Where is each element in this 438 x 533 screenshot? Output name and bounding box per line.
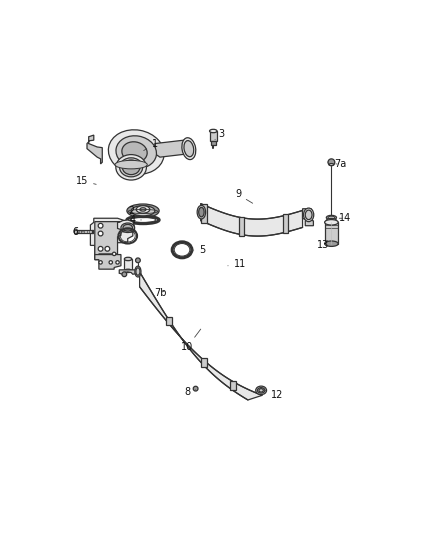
Polygon shape [90,218,133,259]
Circle shape [113,252,116,256]
Circle shape [99,261,102,264]
Text: 5: 5 [190,246,205,255]
Circle shape [98,223,103,228]
Text: 10: 10 [181,329,201,352]
Bar [211,141,215,144]
Ellipse shape [326,215,336,220]
Ellipse shape [304,208,314,222]
Text: 6: 6 [72,227,84,237]
Bar [166,317,172,326]
Text: 13: 13 [317,240,329,251]
Circle shape [135,258,140,263]
Ellipse shape [120,158,143,177]
Ellipse shape [136,268,140,275]
Polygon shape [201,204,303,236]
Ellipse shape [259,389,263,392]
Ellipse shape [124,257,132,261]
Bar [124,259,132,271]
Polygon shape [119,270,138,274]
Ellipse shape [136,206,150,213]
Circle shape [98,231,103,236]
Circle shape [328,159,335,166]
Ellipse shape [74,229,78,234]
Circle shape [105,246,110,251]
Ellipse shape [199,207,204,217]
Ellipse shape [116,136,156,168]
Text: 3: 3 [215,130,224,140]
Circle shape [116,261,119,264]
Polygon shape [155,140,194,157]
Ellipse shape [122,160,140,175]
Text: 12: 12 [265,390,283,400]
Ellipse shape [328,161,335,164]
Ellipse shape [325,220,338,225]
Text: 2: 2 [128,206,141,216]
Polygon shape [95,222,121,260]
Bar [209,131,217,141]
Bar [76,230,93,232]
Bar [201,204,207,223]
Ellipse shape [209,130,217,133]
Ellipse shape [135,266,141,277]
Ellipse shape [325,241,338,246]
Ellipse shape [305,210,312,220]
Ellipse shape [329,164,334,166]
Text: 7b: 7b [154,288,166,298]
Polygon shape [305,220,314,225]
Polygon shape [140,272,262,400]
Ellipse shape [256,386,267,394]
Text: 15: 15 [76,176,96,186]
Circle shape [109,261,113,264]
Polygon shape [95,255,121,269]
Ellipse shape [121,223,134,232]
Bar [92,230,93,232]
Text: 14: 14 [339,213,351,223]
Ellipse shape [127,204,159,217]
Ellipse shape [115,160,147,169]
Circle shape [122,272,127,277]
Polygon shape [87,135,102,164]
Text: 11: 11 [228,259,246,269]
Text: 4: 4 [129,215,141,225]
Polygon shape [303,209,313,221]
Ellipse shape [116,155,146,180]
Ellipse shape [123,224,132,231]
Text: 8: 8 [184,387,196,398]
Ellipse shape [124,269,132,272]
Ellipse shape [140,208,146,211]
Bar [283,214,288,233]
Bar [325,222,338,244]
Text: 9: 9 [235,190,253,203]
Ellipse shape [182,138,196,159]
Polygon shape [117,220,134,232]
Ellipse shape [122,142,147,163]
Ellipse shape [131,206,155,216]
Circle shape [193,386,198,391]
Ellipse shape [184,141,194,157]
Ellipse shape [197,205,205,219]
Bar [239,216,244,236]
Text: 1: 1 [144,139,158,151]
Ellipse shape [108,130,164,174]
Bar [201,358,207,367]
Bar [230,381,236,390]
Text: 7a: 7a [334,159,346,169]
Ellipse shape [258,387,265,393]
Ellipse shape [326,219,336,223]
Circle shape [98,246,103,251]
